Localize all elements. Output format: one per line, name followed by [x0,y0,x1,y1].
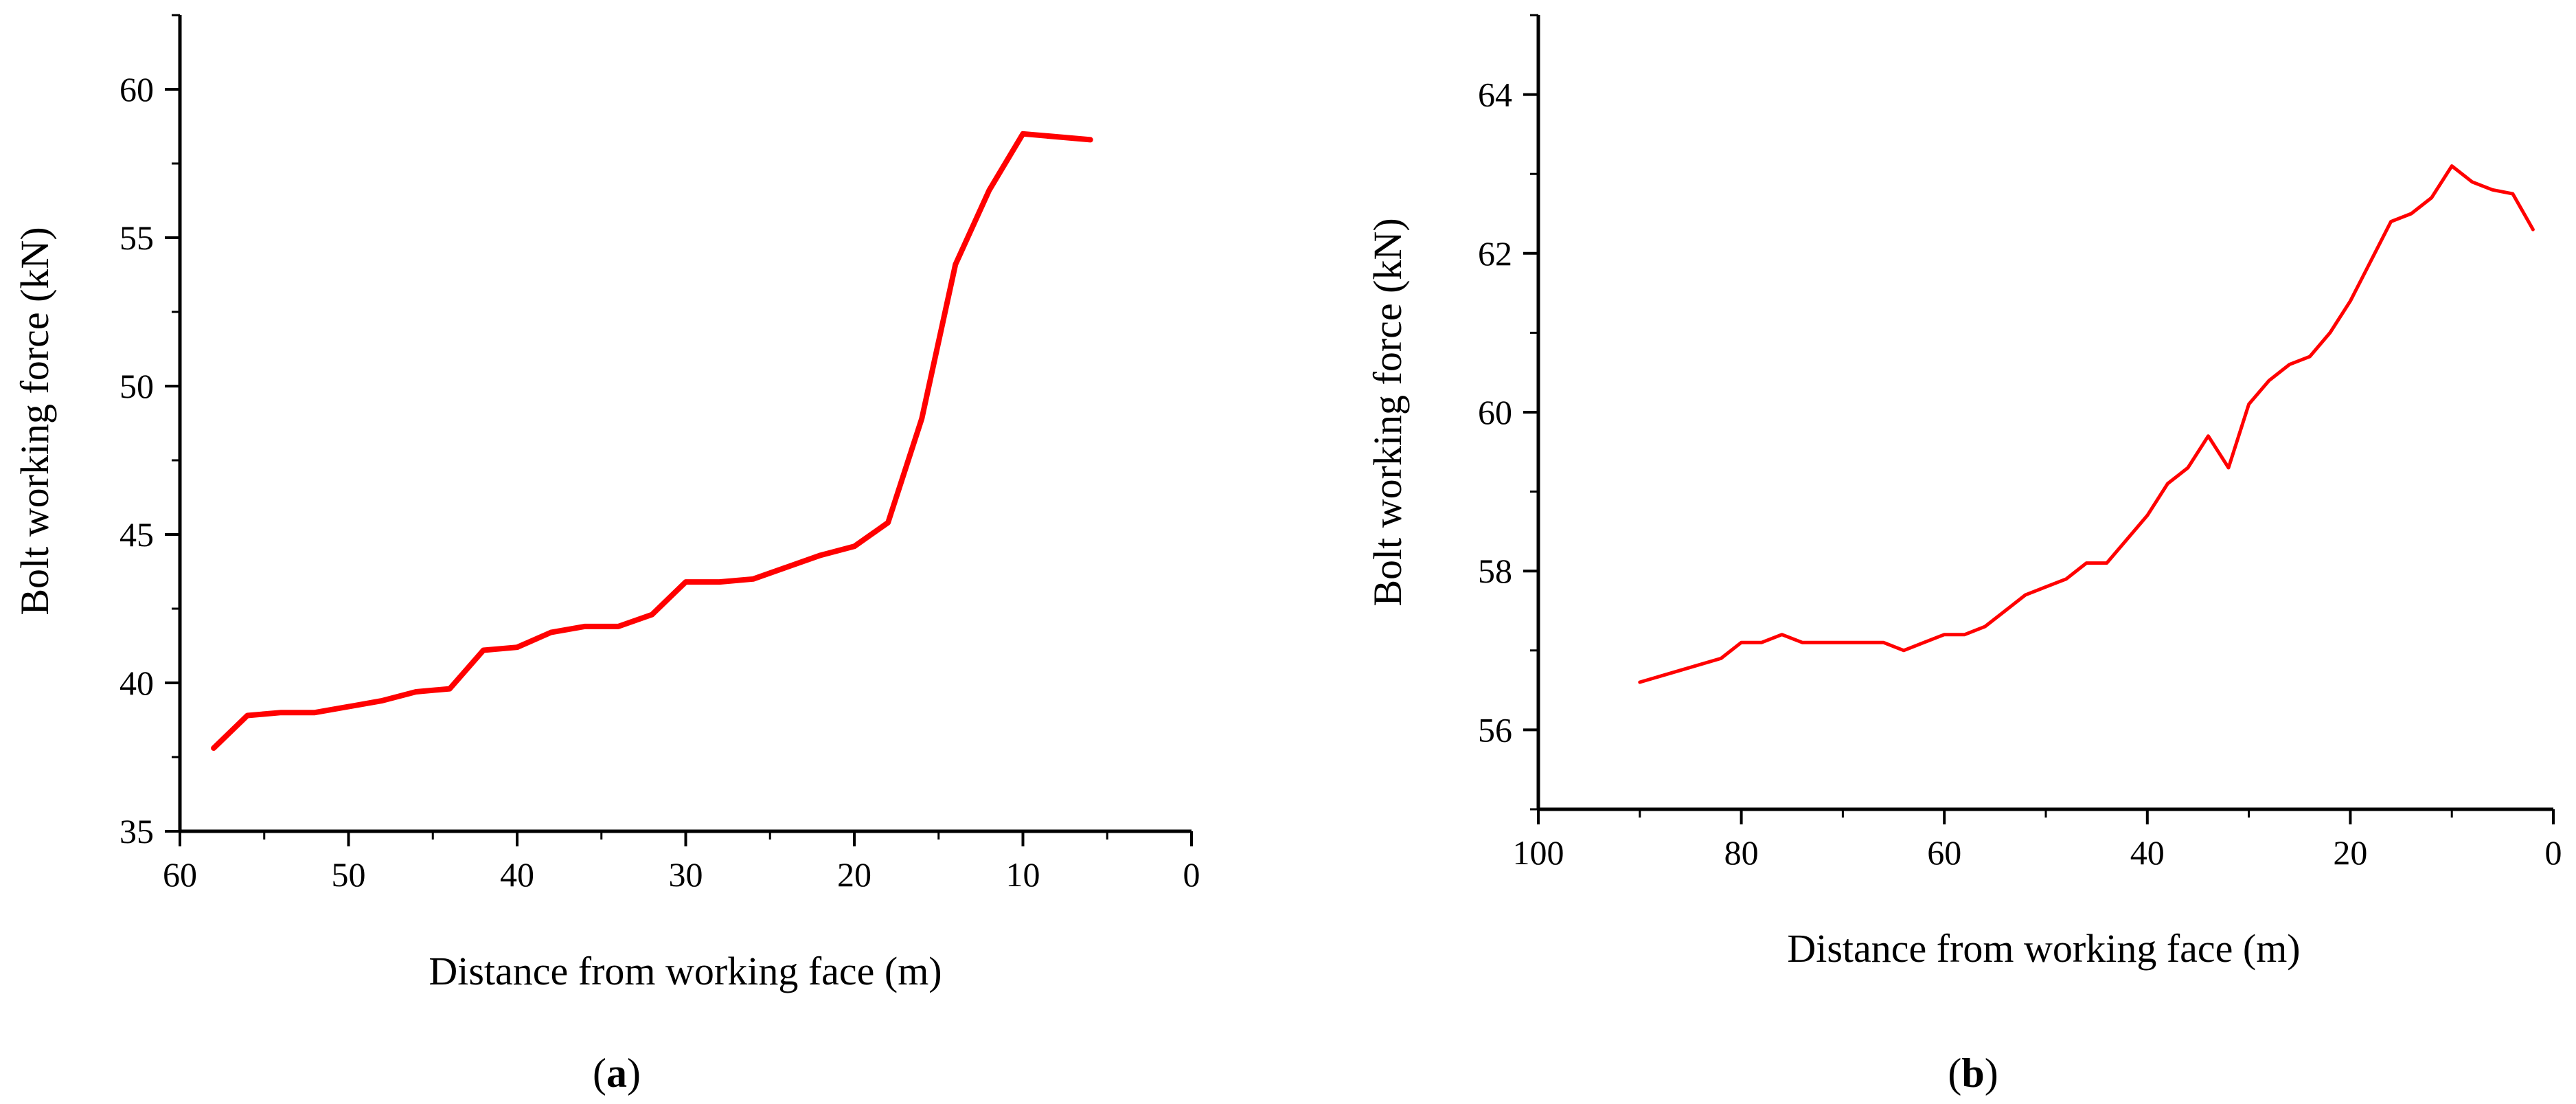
x-tick-label: 60 [1927,833,1961,872]
x-tick-label: 0 [1183,855,1200,894]
y-tick-label: 60 [1478,393,1512,431]
x-tick-label: 0 [2545,833,2562,872]
chart-panel-b: 100 80 60 40 20 0 56 58 60 62 64 Distance from wo… [1365,14,2562,1096]
x-axis-title: Distance from working face (m) [1787,926,2300,971]
y-axis-title: Bolt working force (kN) [1365,218,1410,606]
x-axis-title: Distance from working face (m) [429,949,942,993]
x-ticks: 100 80 60 40 20 0 [1513,809,2562,872]
y-tick-label: 56 [1478,710,1512,749]
y-ticks: 35 40 45 50 55 60 [119,14,180,850]
y-tick-label: 62 [1478,234,1512,273]
y-ticks: 56 58 60 62 64 [1478,14,1538,811]
y-tick-label: 40 [119,664,154,702]
panel-label-a: (a) [593,1050,641,1096]
x-tick-label: 30 [669,855,703,894]
x-tick-label: 20 [2333,833,2367,872]
y-axis-title: Bolt working force (kN) [12,227,57,615]
y-tick-label: 60 [119,70,154,109]
y-tick-label: 64 [1478,76,1512,114]
y-tick-label: 58 [1478,552,1512,590]
x-tick-label: 40 [500,855,534,894]
y-tick-label: 50 [119,367,154,405]
x-ticks: 60 50 40 30 20 10 0 [163,831,1200,894]
y-tick-label: 45 [119,515,154,554]
series-line [211,131,1093,751]
x-tick-label: 50 [332,855,366,894]
x-tick-label: 40 [2130,833,2165,872]
series-line [1638,164,2535,684]
x-tick-label: 80 [1724,833,1759,872]
series-group [211,131,1093,751]
chart-panel-a: 60 50 40 30 20 10 0 35 40 45 50 55 60 Distance from… [12,14,1200,1096]
y-tick-label: 35 [119,812,154,850]
x-tick-label: 60 [163,855,197,894]
x-tick-label: 10 [1006,855,1040,894]
series-group [1638,164,2535,684]
x-tick-label: 20 [837,855,871,894]
panel-label-b: (b) [1948,1050,1998,1096]
y-tick-label: 55 [119,218,154,257]
x-tick-label: 100 [1513,833,1564,872]
